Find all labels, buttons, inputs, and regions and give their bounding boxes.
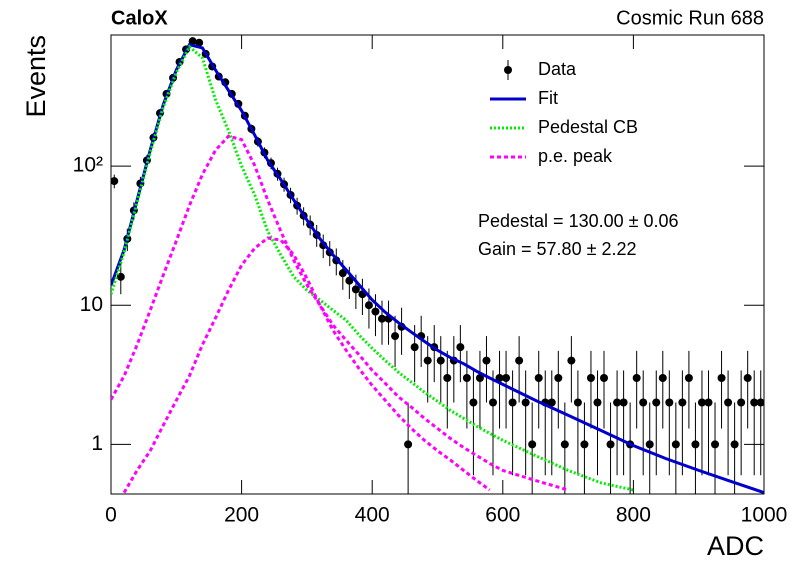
data-point: [750, 398, 759, 407]
y-axis-label: Events: [21, 35, 51, 118]
data-point: [554, 373, 563, 382]
data-point: [508, 398, 517, 407]
data-point: [573, 398, 582, 407]
data-point: [116, 272, 125, 281]
plot-area: [111, 37, 764, 494]
data-point: [482, 356, 491, 365]
annotation: Pedestal = 130.00 ± 0.06: [478, 211, 679, 231]
fit-curve: [111, 44, 634, 492]
data-point: [469, 398, 478, 407]
chart-subtitle: Cosmic Run 688: [616, 7, 764, 29]
chart-title: CaloX: [111, 7, 168, 29]
data-point: [586, 373, 595, 382]
data-point: [521, 398, 530, 407]
data-point: [456, 343, 465, 352]
x-tick-label: 800: [616, 504, 651, 527]
data-point: [632, 373, 641, 382]
data-point: [391, 332, 400, 341]
data-point: [495, 373, 504, 382]
x-tick-label: 400: [355, 504, 390, 527]
data-point: [423, 356, 432, 365]
data-point: [671, 440, 680, 449]
data-point: [717, 373, 726, 382]
legend-label: Data: [538, 59, 577, 79]
data-point: [345, 276, 354, 285]
data-point: [195, 38, 204, 47]
data-point: [111, 177, 119, 186]
data-point: [639, 398, 648, 407]
fit-curve: [111, 134, 569, 492]
x-tick-label: 1000: [741, 504, 788, 527]
annotation: Gain = 57.80 ± 2.22: [478, 239, 637, 259]
data-point: [534, 373, 543, 382]
data-point: [645, 440, 654, 449]
data-point: [371, 307, 380, 316]
data-point: [560, 440, 569, 449]
data-point: [658, 373, 667, 382]
data-point: [567, 356, 576, 365]
data-point: [404, 440, 413, 449]
data-point: [489, 398, 498, 407]
y-tick-label: 1: [91, 432, 103, 455]
data-point: [678, 398, 687, 407]
legend-label: p.e. peak: [538, 146, 613, 166]
fit-curve: [122, 236, 491, 494]
data-point: [528, 440, 537, 449]
data-point: [443, 373, 452, 382]
data-point: [515, 356, 524, 365]
data-point: [351, 285, 360, 294]
legend-symbol: [504, 66, 512, 74]
data-point: [711, 440, 720, 449]
x-tick-label: 600: [485, 504, 520, 527]
x-tick-label: 0: [105, 504, 117, 527]
data-point: [704, 398, 713, 407]
y-tick-label: 10: [80, 293, 103, 316]
data-point: [377, 314, 386, 323]
data-point: [743, 373, 752, 382]
data-point: [691, 440, 700, 449]
data-point: [462, 373, 471, 382]
data-point: [600, 373, 609, 382]
data-point: [502, 373, 511, 382]
data-point: [724, 398, 733, 407]
data-point: [436, 356, 445, 365]
data-point: [697, 398, 706, 407]
data-point: [619, 398, 628, 407]
data-point: [613, 398, 622, 407]
fit-curve: [111, 42, 764, 494]
data-point: [606, 440, 615, 449]
data-point: [338, 269, 347, 278]
data-point: [593, 398, 602, 407]
data-point: [410, 343, 419, 352]
data-point: [580, 440, 589, 449]
data-point: [730, 440, 739, 449]
y-tick-label: 10²: [73, 154, 103, 177]
data-point: [737, 398, 746, 407]
data-point: [547, 398, 556, 407]
data-point: [188, 37, 197, 46]
legend-label: Fit: [538, 88, 558, 108]
legend-label: Pedestal CB: [538, 117, 638, 137]
data-point: [652, 398, 661, 407]
data-point: [756, 398, 764, 407]
data-point: [684, 373, 693, 382]
x-tick-label: 200: [224, 504, 259, 527]
data-point: [665, 398, 674, 407]
plot-frame: [110, 34, 765, 495]
x-axis-label: ADC: [707, 531, 764, 561]
data-point: [475, 373, 484, 382]
data-point: [364, 301, 373, 310]
